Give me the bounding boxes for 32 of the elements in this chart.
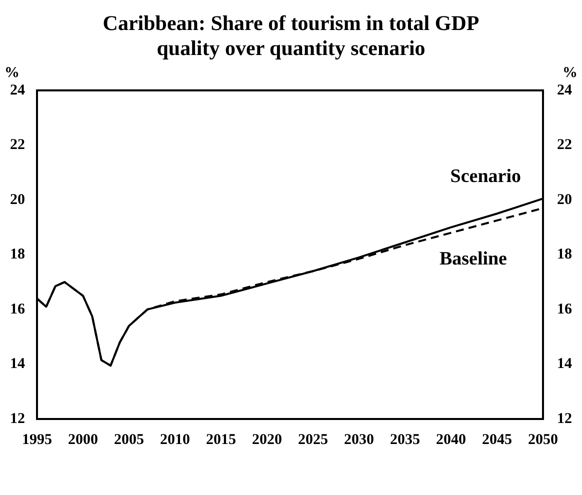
y-tick-label: 20 bbox=[10, 192, 25, 208]
y2-tick-label: 22 bbox=[557, 137, 572, 154]
y-tick-label: 14 bbox=[10, 356, 26, 372]
y2-tick-label: 24 bbox=[557, 82, 572, 98]
y2-tick-label: 16 bbox=[557, 301, 572, 318]
y2-axis-title: % bbox=[562, 64, 578, 81]
x-tick-label: 1995 bbox=[22, 432, 52, 448]
series-label: Baseline bbox=[439, 248, 507, 270]
series-label: Scenario bbox=[450, 166, 521, 187]
x-tick-label: 2030 bbox=[344, 432, 374, 448]
x-tick-label: 2010 bbox=[160, 432, 190, 448]
x-tick-label: 2050 bbox=[528, 432, 558, 448]
x-tick-label: 2020 bbox=[252, 432, 282, 448]
x-tick-label: 2035 bbox=[390, 432, 420, 448]
x-tick-label: 2015 bbox=[206, 432, 236, 448]
text: quality over quantity scenario bbox=[156, 36, 426, 60]
text: Caribbean: Share of tourism in total GDP bbox=[102, 11, 480, 36]
y-tick-label: 12 bbox=[10, 410, 25, 427]
x-tick-label: 2000 bbox=[68, 432, 98, 448]
y2-tick-label: 14 bbox=[557, 356, 572, 372]
y2-tick-label: 18 bbox=[557, 246, 572, 263]
y-tick-label: 24 bbox=[10, 82, 26, 98]
y2-tick-label: 12 bbox=[557, 410, 572, 427]
y-tick-label: 22 bbox=[10, 137, 25, 154]
y-axis-title: % bbox=[4, 64, 20, 81]
x-tick-label: 2025 bbox=[298, 432, 328, 448]
y2-tick-label: 20 bbox=[557, 192, 572, 208]
y-tick-label: 18 bbox=[10, 246, 25, 263]
x-tick-label: 2040 bbox=[436, 432, 466, 448]
x-tick-label: 2045 bbox=[482, 432, 512, 448]
x-tick-label: 2005 bbox=[114, 432, 144, 448]
y-tick-label: 16 bbox=[10, 301, 26, 318]
